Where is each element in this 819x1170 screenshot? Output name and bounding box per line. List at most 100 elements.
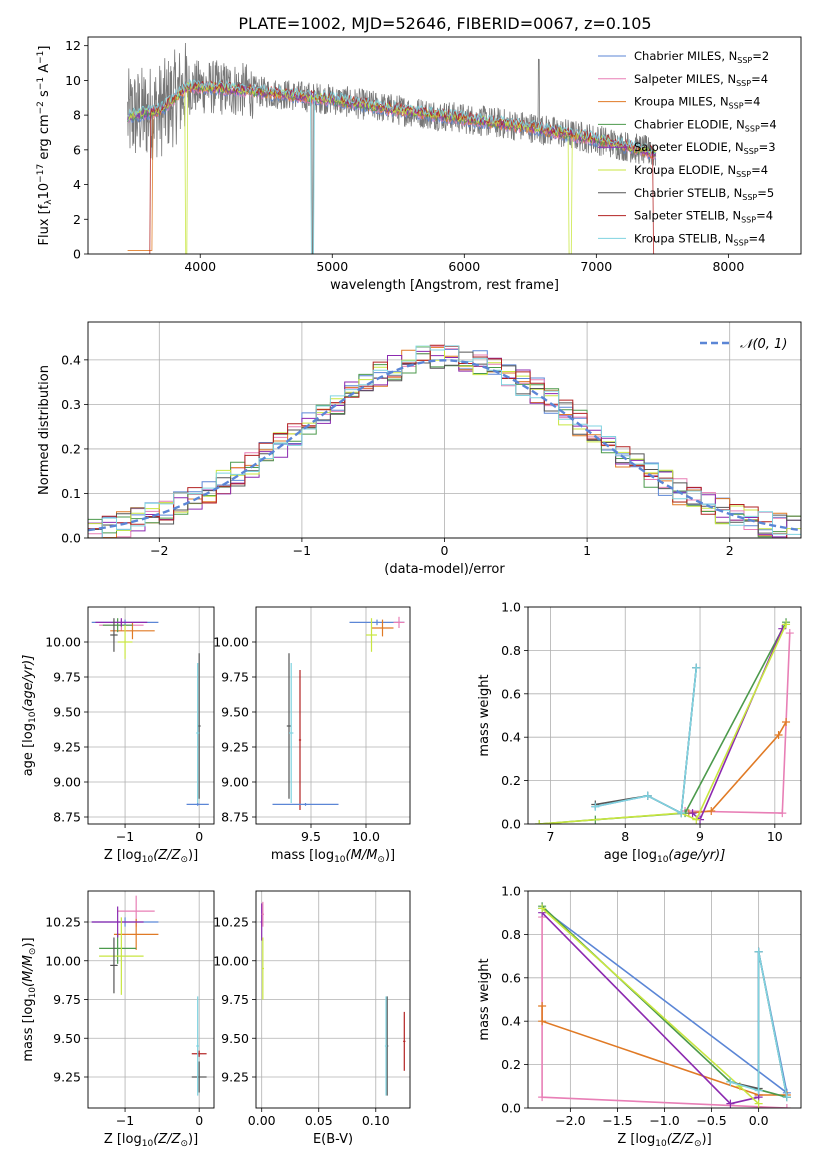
y-tick-label: 0.0 (501, 817, 521, 832)
histogram-steps (88, 344, 801, 538)
legend-label: Kroupa STELIB, NSSP=4 (634, 231, 765, 247)
y-tick-label: 0.8 (501, 927, 521, 942)
y-tick-label: 8.75 (53, 810, 81, 825)
x-tick-label: −1.5 (602, 1113, 632, 1128)
y-tick-label: 8.75 (221, 810, 249, 825)
legend-label: Chabrier ELODIE, NSSP=4 (634, 117, 777, 133)
x-tick-label: −2 (150, 543, 168, 558)
y-tick-label: 0.2 (501, 1057, 521, 1072)
data-point-marker (726, 1077, 735, 1086)
legend-label: Salpeter STELIB, NSSP=4 (634, 209, 773, 225)
data-point-marker (591, 802, 600, 811)
errorbars (260, 901, 406, 1096)
x-tick-label: 0 (195, 1113, 203, 1128)
x-tick-label: 0.0 (749, 1113, 769, 1128)
data-point-marker (726, 1099, 735, 1108)
axes-frame (87, 606, 215, 825)
y-tick-label: 9.50 (221, 705, 249, 720)
x-tick-label: 0.10 (362, 1113, 390, 1128)
y-tick-label: 0.8 (501, 643, 521, 658)
x-tick-label: 6000 (448, 259, 480, 274)
x-tick-label: 9 (696, 829, 704, 844)
y-tick-label: 0.6 (501, 686, 521, 701)
y-axis-label: Flux [fλ10−17 erg cm−2 s−1 A−1] (36, 46, 54, 246)
x-tick-label: 10.0 (352, 829, 380, 844)
data-point-marker (535, 820, 544, 824)
y-tick-label: 4 (73, 177, 81, 192)
y-tick-label: 0.4 (61, 352, 81, 367)
y-tick-label: 9.50 (53, 1031, 81, 1046)
x-tick-label: −1 (116, 1113, 134, 1128)
mass-weight-line (595, 667, 698, 815)
data-point-marker (677, 809, 686, 818)
data-point-marker (538, 1002, 547, 1011)
x-tick-label: 5000 (316, 259, 348, 274)
y-tick-label: 9.25 (221, 1070, 249, 1085)
x-axis-label: age [log10(age/yr)] (604, 848, 726, 865)
data-point-marker (538, 1093, 547, 1102)
y-tick-label: 0.6 (501, 970, 521, 985)
data-point-marker (692, 663, 701, 672)
y-axis-label: mass weight (477, 674, 492, 756)
legend-label: Kroupa MILES, NSSP=4 (634, 95, 760, 111)
y-tick-label: 0.4 (501, 730, 521, 745)
y-tick-label: 0 (73, 247, 81, 262)
legend-label: Chabrier STELIB, NSSP=5 (634, 186, 774, 202)
residual-legend: 𝒩(0, 1) (700, 337, 787, 352)
mass-weight-vs-age-panel: 7 8 9 10 0.0 0.2 0.4 0.6 0.8 1.0 age [log10(age/yr… (477, 600, 802, 865)
y-tick-label: 6 (73, 142, 81, 157)
mass-weight-line (688, 721, 787, 814)
x-tick-label: −1 (293, 543, 311, 558)
spectrum-legend: Chabrier MILES, NSSP=2 Salpeter MILES, NS… (598, 49, 777, 247)
y-tick-label: 10.00 (213, 953, 249, 968)
errorbars (272, 616, 405, 810)
x-axis-label: E(B-V) (313, 1132, 353, 1147)
y-tick-label: 9.75 (53, 670, 81, 685)
residuals-panel: −2 −1 0 1 2 0.0 0.1 0.2 0.3 0.4 (data-model)/error… (37, 321, 802, 577)
legend-label: Kroupa ELODIE, NSSP=4 (634, 163, 768, 179)
x-tick-label: 8000 (712, 259, 744, 274)
x-axis-label: Z [log10(Z/Z⊙)] (104, 848, 198, 865)
axes-frame (527, 606, 802, 825)
y-tick-label: 0.2 (61, 441, 81, 456)
y-tick-label: 10.00 (45, 635, 81, 650)
y-tick-label: 0.0 (501, 1101, 521, 1116)
data-point-marker (774, 731, 783, 740)
y-axis-label: mass weight (477, 958, 492, 1040)
residual-histogram (88, 345, 801, 538)
y-tick-label: 10.00 (45, 953, 81, 968)
mass-weight-line (595, 667, 698, 815)
y-tick-label: 9.75 (221, 670, 249, 685)
data-point-marker (707, 806, 716, 815)
series-lines (538, 902, 791, 1108)
y-tick-label: 10.00 (213, 635, 249, 650)
observed-spectrum (127, 42, 656, 254)
y-axis-label: mass [log10(M/M⊙)] (21, 937, 38, 1061)
figure-title: PLATE=1002, MJD=52646, FIBERID=0067, z=0… (238, 14, 651, 33)
axes-frame (255, 606, 411, 825)
mass-vs-ebv-panel: 0.00 0.05 0.10 9.25 9.50 9.75 10.00 10.25 E(B-V) (213, 890, 411, 1147)
y-tick-label: 10.25 (45, 915, 81, 930)
x-tick-label: 10 (767, 829, 783, 844)
spectrum-lines (127, 42, 657, 254)
data-point-marker (782, 620, 791, 629)
y-tick-label: 9.00 (221, 775, 249, 790)
y-axis-label: Normed distribution (37, 365, 52, 495)
x-tick-label: −1 (116, 829, 134, 844)
y-tick-label: 8 (73, 108, 81, 123)
y-axis-label: age [log10(age/yr)] (21, 655, 38, 777)
y-tick-label: 9.75 (221, 992, 249, 1007)
x-tick-label: −2.0 (555, 1113, 585, 1128)
data-point-marker (538, 904, 547, 913)
x-tick-label: 0 (441, 543, 449, 558)
model-spectrum-line (127, 78, 657, 254)
y-tick-label: 9.25 (53, 1070, 81, 1085)
axes-frame (87, 36, 802, 255)
y-tick-label: 9.50 (53, 705, 81, 720)
x-axis-label: Z [log10(Z/Z⊙)] (617, 1132, 711, 1149)
mass-weight-vs-metallicity-panel: −2.0 −1.5 −1.0 −0.5 0.0 0.0 0.2 0.4 0.6 0.8 1.0 Z [… (477, 884, 802, 1149)
legend-label: Salpeter MILES, NSSP=4 (634, 72, 768, 88)
y-tick-label: 9.50 (221, 1031, 249, 1046)
y-tick-label: 0.1 (61, 486, 81, 501)
x-tick-label: 8 (621, 829, 629, 844)
